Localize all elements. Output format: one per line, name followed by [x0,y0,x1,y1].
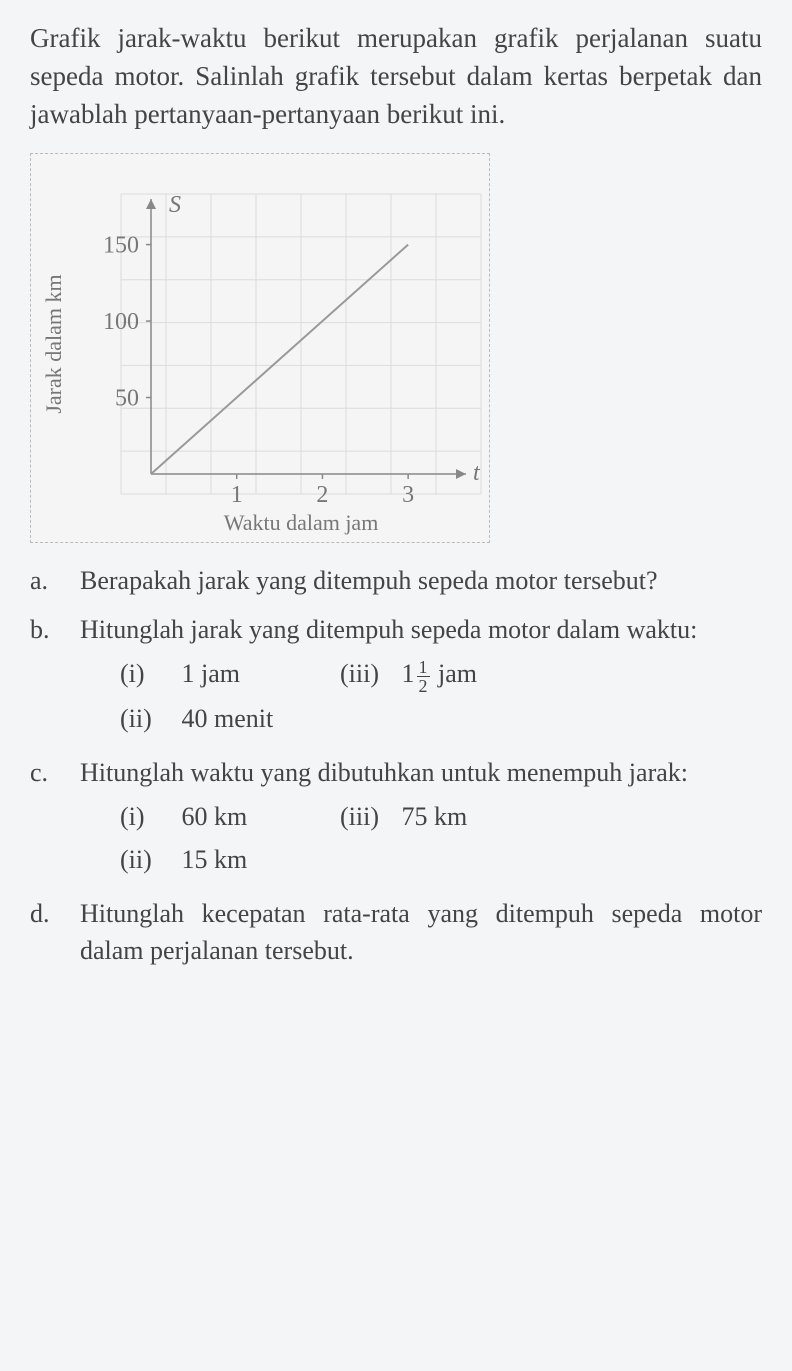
svg-text:150: 150 [103,233,139,259]
question-b-iii: (iii) 112 jam [340,656,520,695]
question-c-iii-text: 75 km [402,802,468,831]
svg-text:Jarak dalam km: Jarak dalam km [41,275,66,414]
question-b-i: (i) 1 jam [120,656,300,695]
intro-text: Grafik jarak-waktu berikut merupakan gra… [30,20,762,133]
question-c-ii-label: (ii) [120,842,175,878]
question-b-text: Hitunglah jarak yang ditempuh sepeda mot… [80,615,697,644]
svg-text:t: t [473,460,481,486]
question-c-body: Hitunglah waktu yang dibutuhkan untuk me… [80,755,762,884]
question-b-ii: (ii) 40 menit [120,701,300,737]
question-c-ii: (ii) 15 km [120,842,300,878]
question-b: b. Hitunglah jarak yang ditempuh sepeda … [30,612,762,743]
question-b-ii-label: (ii) [120,701,175,737]
question-b-i-label: (i) [120,656,175,692]
question-d-label: d. [30,896,80,969]
question-b-label: b. [30,612,80,743]
svg-text:2: 2 [316,482,328,508]
svg-text:100: 100 [103,309,139,335]
question-c-i-label: (i) [120,799,175,835]
fraction-num: 1 [417,658,430,677]
svg-text:3: 3 [402,482,414,508]
question-a-body: Berapakah jarak yang ditempuh sepeda mot… [80,563,762,599]
question-c-text: Hitunglah waktu yang dibutuhkan untuk me… [80,758,688,787]
question-b-iii-suffix: jam [432,659,478,688]
svg-text:Waktu dalam jam: Waktu dalam jam [224,510,379,535]
question-d: d. Hitunglah kecepatan rata-rata yang di… [30,896,762,969]
question-b-i-text: 1 jam [182,659,241,688]
question-b-subitems: (i) 1 jam (iii) 112 jam (ii) 40 menit [120,656,762,737]
chart-svg: 50 100 150 1 2 3 St Waktu dalam jam Jarak dalam … [31,154,491,544]
question-c-iii: (iii) 75 km [340,799,520,835]
question-c: c. Hitunglah waktu yang dibutuhkan untuk… [30,755,762,884]
question-a-label: a. [30,563,80,599]
question-c-subitems: (i) 60 km (iii) 75 km (ii) 15 km [120,799,762,878]
svg-text:1: 1 [231,482,243,508]
fraction-one-half: 12 [417,658,430,695]
question-b-ii-text: 40 menit [182,704,274,733]
fraction-den: 2 [417,677,430,695]
question-c-i: (i) 60 km [120,799,300,835]
question-c-iii-label: (iii) [340,799,395,835]
question-b-body: Hitunglah jarak yang ditempuh sepeda mot… [80,612,762,743]
question-c-label: c. [30,755,80,884]
distance-time-chart: 50 100 150 1 2 3 St Waktu dalam jam Jarak dalam … [30,153,490,543]
question-c-i-text: 60 km [182,802,248,831]
question-d-body: Hitunglah kecepatan rata-rata yang ditem… [80,896,762,969]
question-c-ii-text: 15 km [182,845,248,874]
question-a: a. Berapakah jarak yang ditempuh sepeda … [30,563,762,599]
question-b-iii-label: (iii) [340,656,395,692]
svg-text:50: 50 [115,386,139,412]
question-b-iii-prefix: 1 [402,659,415,688]
svg-text:S: S [169,192,181,218]
questions-list: a. Berapakah jarak yang ditempuh sepeda … [30,563,762,969]
